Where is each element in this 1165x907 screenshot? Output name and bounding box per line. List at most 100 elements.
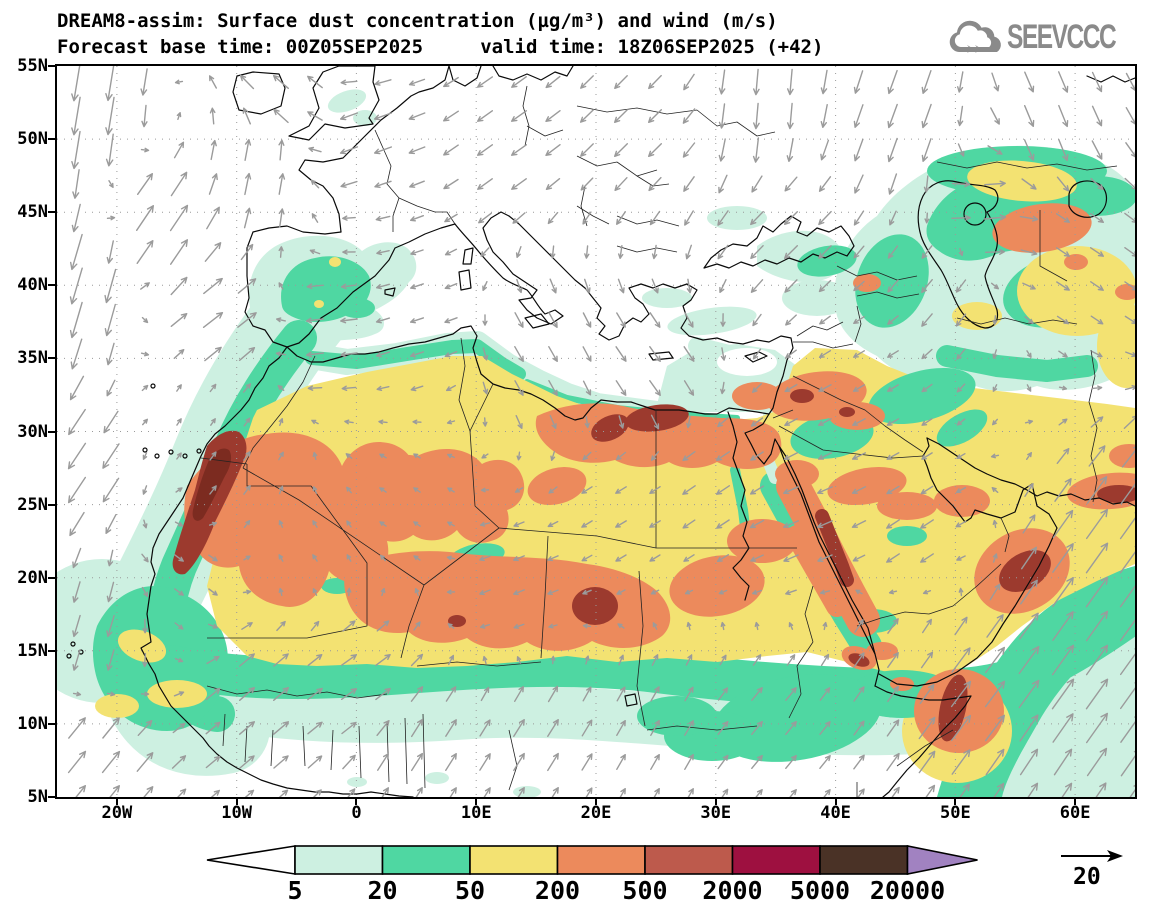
- lat-tick-15N: [48, 649, 56, 652]
- lat-label-50N: 50N: [17, 129, 48, 150]
- legend-label-500: 500: [622, 876, 668, 905]
- river-nile: [727, 411, 750, 601]
- lon-label-30E: 30E: [700, 803, 732, 823]
- legend-label-5000: 5000: [789, 876, 851, 905]
- lat-label-15N: 15N: [17, 640, 48, 661]
- coast-redsea-arabia: [778, 445, 876, 655]
- lon-label-50E: 50E: [939, 803, 971, 823]
- legend-overflow-arrow: [906, 845, 978, 875]
- lat-label-35N: 35N: [17, 348, 48, 369]
- lon-label-20E: 20E: [580, 803, 612, 823]
- lat-label-5N: 5N: [27, 787, 48, 807]
- wind-reference-arrow: [1061, 850, 1123, 862]
- island-cyprus: [744, 351, 768, 363]
- island-mallorca: [384, 287, 396, 297]
- island-corsica: [462, 247, 474, 265]
- legend-label-5: 5: [287, 876, 303, 905]
- legend-segment-50: [469, 845, 559, 875]
- coast-north-sea: [448, 66, 574, 87]
- coast-iberia-medfrance: [244, 223, 456, 348]
- coast-caspian: [917, 180, 999, 329]
- islands-canary-madeira-capeverde: [66, 383, 202, 659]
- coast-north-africa: [286, 325, 770, 421]
- gridline-path: [57, 66, 1135, 797]
- lon-tick-10W: [235, 797, 238, 805]
- legend-segment-5: [294, 845, 384, 875]
- lat-tick-50N: [48, 138, 56, 141]
- coast-west-africa: [140, 346, 414, 797]
- lat-tick-20N: [48, 576, 56, 579]
- lat-label-40N: 40N: [17, 275, 48, 296]
- coast-blacksea: [703, 215, 855, 269]
- map-plot-area: [57, 66, 1135, 797]
- lon-label-40E: 40E: [820, 803, 851, 823]
- lat-tick-5N: [48, 796, 56, 798]
- lon-tick-20W: [115, 797, 118, 805]
- chart-title: DREAM8-assim: Surface dust concentration…: [57, 10, 778, 32]
- lon-label-20W: 20W: [101, 803, 133, 823]
- color-scale-bar: [206, 845, 978, 875]
- logo-text: SEEVCCC: [1006, 17, 1117, 56]
- lat-tick-10N: [48, 722, 56, 725]
- lon-tick-20E: [595, 797, 597, 805]
- coast-balkan-greece: [508, 215, 688, 341]
- wind-arrow-glyphs: [67, 66, 1135, 797]
- cloud-logo-icon: [949, 20, 1001, 53]
- lat-label-45N: 45N: [17, 202, 48, 223]
- coast-karabogaz: [963, 202, 987, 226]
- wind-reference-label: 20: [1073, 864, 1101, 890]
- legend-underflow-arrow: [206, 845, 296, 875]
- island-crete: [648, 351, 674, 361]
- lat-label-10N: 10N: [17, 713, 48, 734]
- coast-arabia-south-east: [878, 437, 1058, 687]
- wind-arrows: [67, 66, 1135, 797]
- wind-reference: 20: [1045, 842, 1165, 902]
- lat-tick-40N: [48, 284, 56, 287]
- lat-tick-45N: [48, 211, 56, 214]
- coast-anatolia-levant: [680, 283, 794, 415]
- legend-label-20: 20: [367, 876, 398, 905]
- legend-segment-5000: [819, 845, 909, 875]
- legend-label-50: 50: [454, 876, 486, 905]
- legend-label-200: 200: [534, 876, 581, 905]
- lat-label-30N: 30N: [17, 421, 48, 442]
- lon-label-60E: 60E: [1059, 803, 1091, 823]
- dust-concentration-field: [57, 89, 1135, 797]
- lon-tick-30E: [714, 797, 717, 805]
- lon-tick-40E: [834, 797, 837, 805]
- dust-level-high-patches: [172, 389, 1135, 742]
- lon-tick-60E: [1074, 797, 1077, 805]
- lat-label-25N: 25N: [17, 494, 48, 515]
- lon-label-10E: 10E: [460, 803, 492, 823]
- coast-horn-of-africa: [874, 685, 972, 797]
- island-sardinia: [458, 269, 472, 291]
- legend-segment-20: [381, 845, 471, 875]
- coast-france-atlantic: [298, 66, 450, 233]
- lat-tick-35N: [48, 357, 56, 360]
- lat-tick-25N: [48, 503, 56, 506]
- lon-tick-10E: [475, 797, 478, 805]
- country-borders: [200, 85, 1118, 797]
- lon-label-0: 0: [351, 803, 362, 823]
- coast-aral: [1068, 180, 1108, 218]
- latlon-gridlines: [57, 66, 1135, 797]
- lat-label-20N: 20N: [17, 567, 48, 588]
- lat-tick-55N: [48, 65, 56, 67]
- lon-tick-0: [355, 797, 358, 805]
- legend-label-2000: 2000: [702, 876, 763, 905]
- coast-britain: [288, 66, 380, 141]
- coast-ireland: [232, 71, 286, 115]
- coast-italy: [454, 211, 564, 325]
- legend-segment-2000: [731, 845, 821, 875]
- lake-chad: [624, 693, 638, 707]
- seevccc-logo: SEEVCCC: [945, 16, 1157, 58]
- island-sicily: [524, 313, 550, 329]
- color-scale-legend: 5 20 50 200 500 2000 5000 20000: [0, 840, 1165, 907]
- lon-label-10W: 10W: [221, 803, 253, 823]
- legend-label-20000: 20000: [869, 876, 946, 905]
- chart-subtitle: Forecast base time: 00Z05SEP2025 valid t…: [57, 36, 824, 58]
- lat-label-55N: 55N: [17, 56, 48, 76]
- legend-segment-200: [556, 845, 646, 875]
- legend-segment-500: [644, 845, 734, 875]
